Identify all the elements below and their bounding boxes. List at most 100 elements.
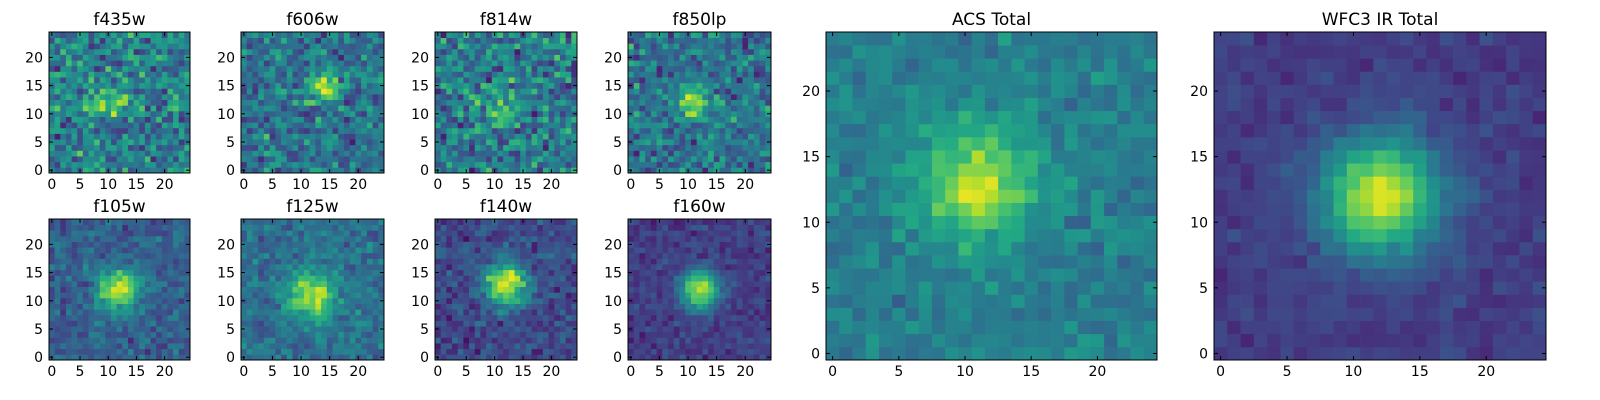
heatmap-cell xyxy=(645,343,652,350)
heatmap-cell xyxy=(759,161,766,168)
heatmap-cell xyxy=(99,354,106,361)
heatmap-cell xyxy=(565,116,572,123)
heatmap-cell xyxy=(742,275,749,282)
heatmap-cell xyxy=(99,219,106,225)
heatmap-cell xyxy=(275,110,282,117)
heatmap-cell xyxy=(82,105,89,112)
heatmap-cell xyxy=(554,88,561,95)
heatmap-cell xyxy=(503,144,510,151)
heatmap-cell xyxy=(246,235,253,242)
heatmap-cell xyxy=(702,167,709,174)
heatmap-cell xyxy=(696,32,703,38)
heatmap-cell xyxy=(355,303,362,310)
heatmap-cell xyxy=(514,286,521,293)
heatmap-cell xyxy=(668,99,675,106)
heatmap-cell xyxy=(88,32,95,38)
heatmap-cell xyxy=(127,82,134,89)
heatmap-cell xyxy=(645,71,652,78)
heatmap-cell xyxy=(696,127,703,134)
heatmap-cell xyxy=(702,105,709,112)
heatmap-cell xyxy=(565,139,572,146)
heatmap-cell xyxy=(548,150,555,157)
heatmap-cell xyxy=(702,32,709,38)
heatmap-cell xyxy=(309,269,316,276)
heatmap-cell xyxy=(252,71,259,78)
heatmap-cell xyxy=(246,60,253,67)
heatmap-cell xyxy=(144,292,151,299)
heatmap-cell xyxy=(49,314,55,321)
heatmap-cell xyxy=(673,303,680,310)
heatmap-cell xyxy=(361,292,368,299)
heatmap-cell xyxy=(150,286,157,293)
heatmap-cell xyxy=(565,161,572,168)
heatmap-cell xyxy=(178,258,185,265)
heatmap-cell xyxy=(537,88,544,95)
heatmap-cell xyxy=(742,43,749,50)
heatmap-cell xyxy=(765,88,772,95)
heatmap-cell xyxy=(252,269,259,276)
heatmap-cell xyxy=(269,275,276,282)
heatmap-cell xyxy=(457,258,464,265)
heatmap-cell xyxy=(77,343,84,350)
heatmap-cell xyxy=(298,230,305,237)
heatmap-cell xyxy=(765,99,772,106)
heatmap-cell xyxy=(275,252,282,259)
heatmap-cell xyxy=(263,133,270,140)
heatmap-cell xyxy=(343,60,351,67)
heatmap-cell xyxy=(554,150,561,157)
heatmap-cell xyxy=(736,110,743,117)
heatmap-cell xyxy=(326,54,333,61)
heatmap-cell xyxy=(696,150,703,157)
heatmap-cell xyxy=(178,281,185,288)
heatmap-cell xyxy=(508,161,515,168)
heatmap-cell xyxy=(49,60,55,67)
heatmap-cell xyxy=(446,60,453,67)
heatmap-cell xyxy=(559,269,566,276)
heatmap-cell xyxy=(708,286,715,293)
heatmap-cell xyxy=(60,343,67,350)
heatmap-cell xyxy=(548,127,555,134)
heatmap-cell xyxy=(673,60,680,67)
heatmap-cell xyxy=(246,348,253,355)
heatmap-cell xyxy=(452,286,459,293)
heatmap-cell xyxy=(116,219,123,225)
heatmap-cell xyxy=(565,94,572,101)
heatmap-cell xyxy=(673,133,680,140)
heatmap-cell xyxy=(105,110,112,117)
heatmap-cell xyxy=(111,156,118,163)
heatmap-cell xyxy=(559,258,566,265)
heatmap-cell xyxy=(673,320,680,327)
heatmap-cell xyxy=(150,43,157,50)
heatmap-cell xyxy=(565,88,572,95)
heatmap-cell xyxy=(542,37,549,44)
heatmap-cell xyxy=(639,37,646,44)
heatmap-cell xyxy=(161,88,168,95)
heatmap-cell xyxy=(372,133,379,140)
heatmap-cell xyxy=(355,320,362,327)
heatmap-cell xyxy=(167,88,174,95)
heatmap-cell xyxy=(71,230,78,237)
heatmap-cell xyxy=(173,167,180,174)
heatmap-cell xyxy=(525,60,532,67)
heatmap-cell xyxy=(281,105,288,112)
heatmap-cell xyxy=(366,65,373,72)
heatmap-cell xyxy=(696,348,703,355)
heatmap-cell xyxy=(258,281,265,288)
heatmap-cell xyxy=(332,247,339,254)
heatmap-cell xyxy=(105,60,112,67)
heatmap-cell xyxy=(178,127,185,134)
heatmap-cell xyxy=(71,247,78,254)
heatmap-cell xyxy=(457,348,464,355)
heatmap-cell xyxy=(281,127,288,134)
heatmap-cell xyxy=(497,314,504,321)
panel-title: f814w xyxy=(480,10,532,30)
heatmap-cell xyxy=(469,99,476,106)
heatmap-cell xyxy=(298,348,305,355)
heatmap-cell xyxy=(725,88,732,95)
heatmap-cell xyxy=(298,94,305,101)
heatmap-cell xyxy=(144,82,151,89)
heatmap-cell xyxy=(361,133,368,140)
heatmap-cell xyxy=(645,326,652,333)
heatmap-cell xyxy=(748,343,755,350)
